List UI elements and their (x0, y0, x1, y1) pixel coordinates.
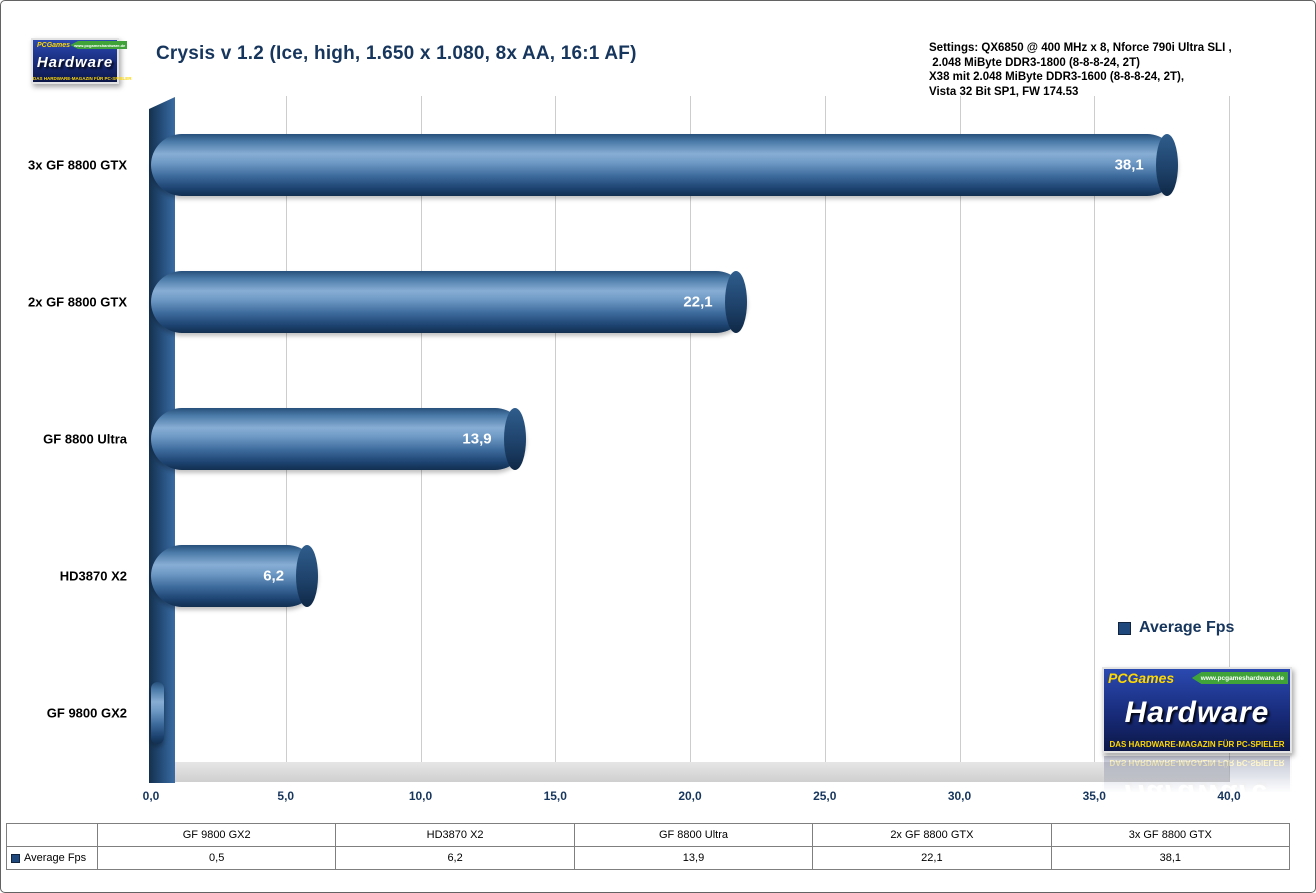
category-label: GF 9800 GX2 (46, 705, 127, 721)
table-value-cell: 0,5 (98, 847, 337, 870)
data-bar: 13,9 (151, 408, 526, 470)
logo-hardware-text: Hardware (1124, 696, 1270, 729)
bar-end-cap (724, 270, 747, 333)
bar-value-label: 22,1 (683, 293, 713, 311)
x-axis: 0,0 5,0 10,0 15,0 20,0 25,0 30,0 35,0 40,0 (143, 789, 1241, 807)
table-header-cell: HD3870 X2 (336, 824, 575, 847)
data-bar: 22,1 (151, 270, 747, 333)
settings-text: Settings: QX6850 @ 400 MHz x 8, Nforce 7… (929, 41, 1232, 99)
category-label: HD3870 X2 (59, 568, 127, 584)
pcgh-logo-small: PCGames www.pcgameshardware.de Hardware … (31, 38, 132, 84)
logo-url-arrow: www.pcgameshardware.de (1191, 672, 1288, 684)
x-tick-label: 15,0 (543, 789, 567, 803)
logo-tagline: DAS HARDWARE-MAGAZIN FÜR PC-SPIELER (33, 76, 132, 81)
logo-top-strip: PCGames www.pcgameshardware.de (1104, 669, 1290, 686)
legend-label: Average Fps (1139, 619, 1235, 636)
bar-end-cap (296, 545, 319, 608)
settings-line-2: 2.048 MiByte DDR3-1800 (8-8-8-24, 2T) (929, 56, 1140, 69)
x-tick-label: 30,0 (947, 789, 972, 803)
x-tick-label: 0,0 (142, 789, 160, 803)
table-value-cell: 6,2 (336, 847, 575, 870)
table-value-cell: 13,9 (574, 847, 814, 870)
chart-title: Crysis v 1.2 (Ice, high, 1.650 x 1.080, … (156, 43, 637, 64)
settings-line-4: Vista 32 Bit SP1, FW 174.53 (929, 85, 1079, 98)
x-tick-label: 20,0 (678, 789, 702, 803)
logo-tagline: DAS HARDWARE-MAGAZIN FÜR PC-SPIELER (1109, 740, 1285, 749)
data-bar: 38,1 (151, 133, 1178, 196)
settings-line-3: X38 mit 2.048 MiByte DDR3-1600 (8-8-8-24… (929, 71, 1185, 83)
bar-value-label: 6,2 (263, 567, 285, 585)
x-tick-label: 35,0 (1082, 789, 1106, 803)
table-row-label: Average Fps (7, 847, 98, 870)
category-axis: 3x GF 8800 GTX 2x GF 8800 GTX GF 8800 Ultr… (1, 96, 141, 782)
legend: Average Fps (1118, 619, 1234, 637)
category-label: GF 8800 Ultra (43, 431, 127, 447)
x-tick-label: 5,0 (277, 789, 295, 803)
table-row-label-text: Average Fps (24, 852, 87, 864)
bar-value-label: 13,9 (462, 430, 492, 448)
chart-floor (151, 762, 1229, 782)
gridline (824, 96, 826, 782)
bar-end-cap (503, 408, 526, 470)
results-table: GF 9800 GX2 HD3870 X2 GF 8800 Ultra 2x GF 8… (6, 823, 1290, 870)
logo-hardware-text: Hardware (36, 54, 114, 71)
bar-value-label: 38,1 (1114, 156, 1144, 174)
table-value-cell: 22,1 (813, 847, 1052, 870)
gridline (690, 96, 691, 782)
table-value-cell: 38,1 (1051, 847, 1290, 870)
plot-area: 38,1 22,1 13,9 6,2 (151, 96, 1230, 782)
x-tick-label: 25,0 (813, 789, 837, 803)
gridline (959, 96, 961, 782)
logo-url-arrow: www.pcgameshardware.de (70, 41, 128, 49)
table-header-cell: GF 8800 Ultra (574, 824, 814, 847)
table-header-cell: 3x GF 8800 GTX (1051, 824, 1290, 847)
x-tick-label: 40,0 (1217, 789, 1241, 803)
bar-end-cap (1155, 133, 1178, 196)
gridline (1094, 96, 1096, 782)
table-corner-cell (7, 824, 98, 847)
data-bar (151, 682, 165, 745)
logo-pcgames-text: PCGames (37, 41, 71, 49)
category-label: 2x GF 8800 GTX (28, 294, 127, 310)
x-tick-label: 10,0 (408, 789, 433, 803)
pcgh-logo-large: PCGames www.pcgameshardware.de Hardware … (1102, 667, 1292, 753)
table-header-cell: 2x GF 8800 GTX (813, 824, 1052, 847)
logo-top-strip: PCGames www.pcgameshardware.de (33, 40, 128, 49)
settings-line-1: Settings: QX6850 @ 400 MHz x 8, Nforce 7… (929, 42, 1232, 54)
logo-pcgames-text: PCGames (1108, 670, 1175, 686)
category-label: 3x GF 8800 GTX (28, 157, 127, 173)
table-header-cell: GF 9800 GX2 (98, 824, 337, 847)
gridline (1229, 96, 1230, 782)
gridline (555, 96, 557, 782)
data-bar: 6,2 (151, 545, 319, 608)
legend-marker-small (11, 853, 20, 863)
legend-marker (1118, 621, 1131, 635)
